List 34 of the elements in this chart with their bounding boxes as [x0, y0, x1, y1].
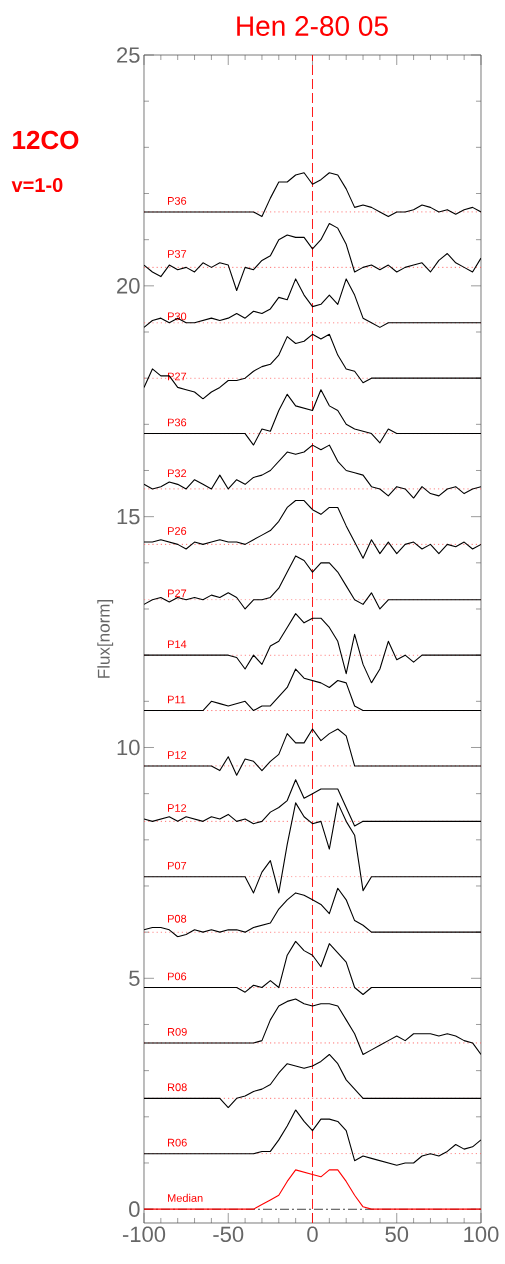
text: v=1-0 — [11, 177, 63, 193]
series-label: R08 — [168, 1083, 187, 1092]
series-label: P14 — [168, 640, 187, 648]
y-tick-label: 5 — [129, 970, 140, 986]
x-tick-label: -50 — [213, 1226, 244, 1243]
series-label: P36 — [168, 197, 187, 205]
series-label: R06 — [168, 1138, 187, 1147]
series-label: P12 — [168, 751, 187, 759]
series-label: P06 — [168, 972, 187, 981]
series-label: P37 — [168, 250, 187, 258]
series-label: P36 — [168, 418, 187, 427]
x-tick-label: 0 — [307, 1226, 318, 1243]
series-label: P27 — [168, 589, 187, 598]
series-label: P27 — [168, 372, 187, 381]
series-label: P07 — [168, 861, 187, 870]
y-tick-label: 15 — [117, 508, 140, 525]
y-tick-label: 0 — [129, 1201, 140, 1217]
series-label: P08 — [168, 914, 187, 923]
series-label: P32 — [168, 469, 187, 478]
series-label: Median — [168, 1193, 203, 1202]
chart-title: Hen 2-80 05 — [237, 16, 388, 36]
y-tick-label: 20 — [117, 278, 140, 294]
series-label: P30 — [168, 312, 187, 321]
text: 12CO — [13, 130, 79, 150]
y-tick-label: 10 — [117, 739, 140, 756]
x-tick-label: 50 — [385, 1226, 409, 1243]
y-tick-label: 25 — [117, 47, 140, 63]
series-label: P26 — [168, 527, 187, 535]
series-label: R09 — [168, 1027, 187, 1036]
x-tick-label: -100 — [122, 1226, 166, 1243]
series-label: P11 — [168, 695, 186, 704]
x-tick-label: 100 — [464, 1226, 499, 1243]
series-label: P12 — [168, 804, 187, 812]
y-axis-title: Flux[norm] — [97, 600, 114, 678]
